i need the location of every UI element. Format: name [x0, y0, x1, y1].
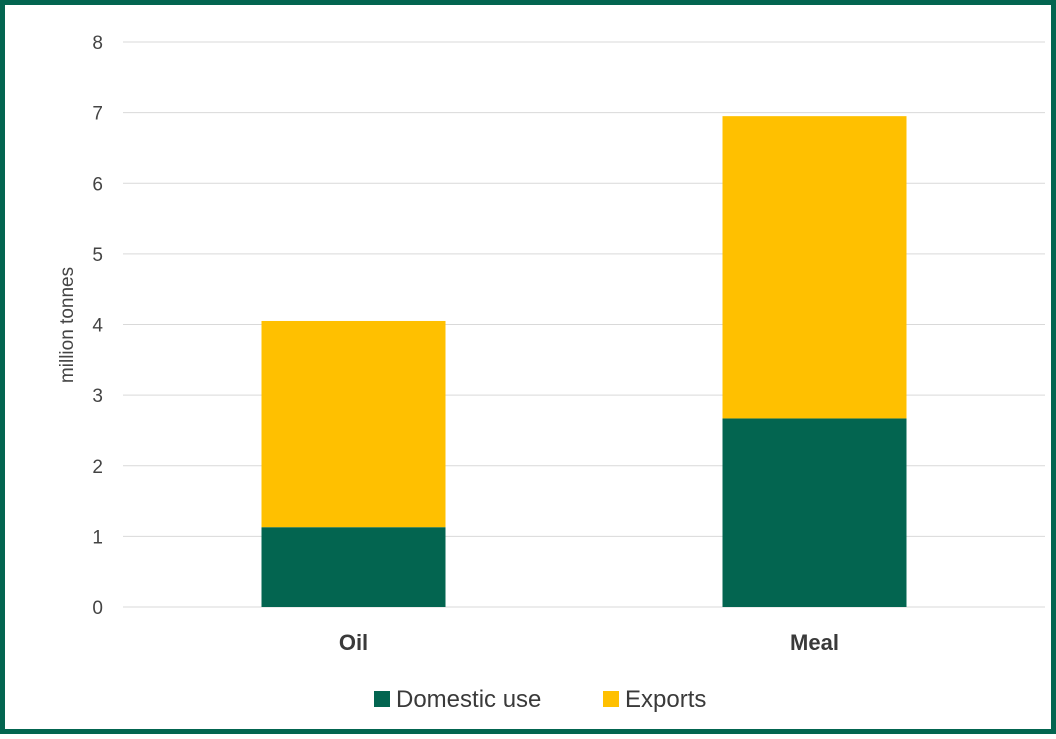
x-axis-categories: Oil Meal: [339, 630, 839, 655]
y-tick-label: 5: [92, 245, 103, 266]
x-category-label: Meal: [790, 630, 839, 655]
stacked-bar-chart: 0 1 2 3 4 5 6 7 8 Oil Meal million tonnes Domesti…: [57, 33, 1045, 713]
x-category-label: Oil: [339, 630, 368, 655]
bar-oil-domestic-use: [261, 527, 446, 607]
y-tick-label: 3: [92, 386, 103, 407]
y-tick-label: 7: [92, 104, 103, 125]
bars: [261, 116, 907, 607]
bar-meal-domestic-use: [722, 418, 907, 607]
legend-swatch-domestic-use: [374, 691, 390, 707]
legend-label: Exports: [625, 686, 706, 713]
y-tick-label: 1: [92, 527, 103, 548]
y-axis-label: million tonnes: [57, 267, 78, 383]
bar-oil-exports: [261, 320, 446, 528]
gridlines: [123, 41, 1045, 608]
legend-swatch-exports: [603, 691, 619, 707]
bar-meal-exports: [722, 116, 907, 419]
y-tick-label: 2: [92, 457, 103, 478]
y-tick-label: 8: [92, 33, 103, 54]
y-tick-label: 4: [92, 316, 103, 337]
y-tick-label: 0: [92, 598, 103, 619]
y-tick-label: 6: [92, 174, 103, 195]
y-axis-ticks: 0 1 2 3 4 5 6 7 8: [92, 33, 103, 619]
legend: Domestic use Exports: [374, 686, 706, 713]
legend-label: Domestic use: [396, 686, 541, 713]
